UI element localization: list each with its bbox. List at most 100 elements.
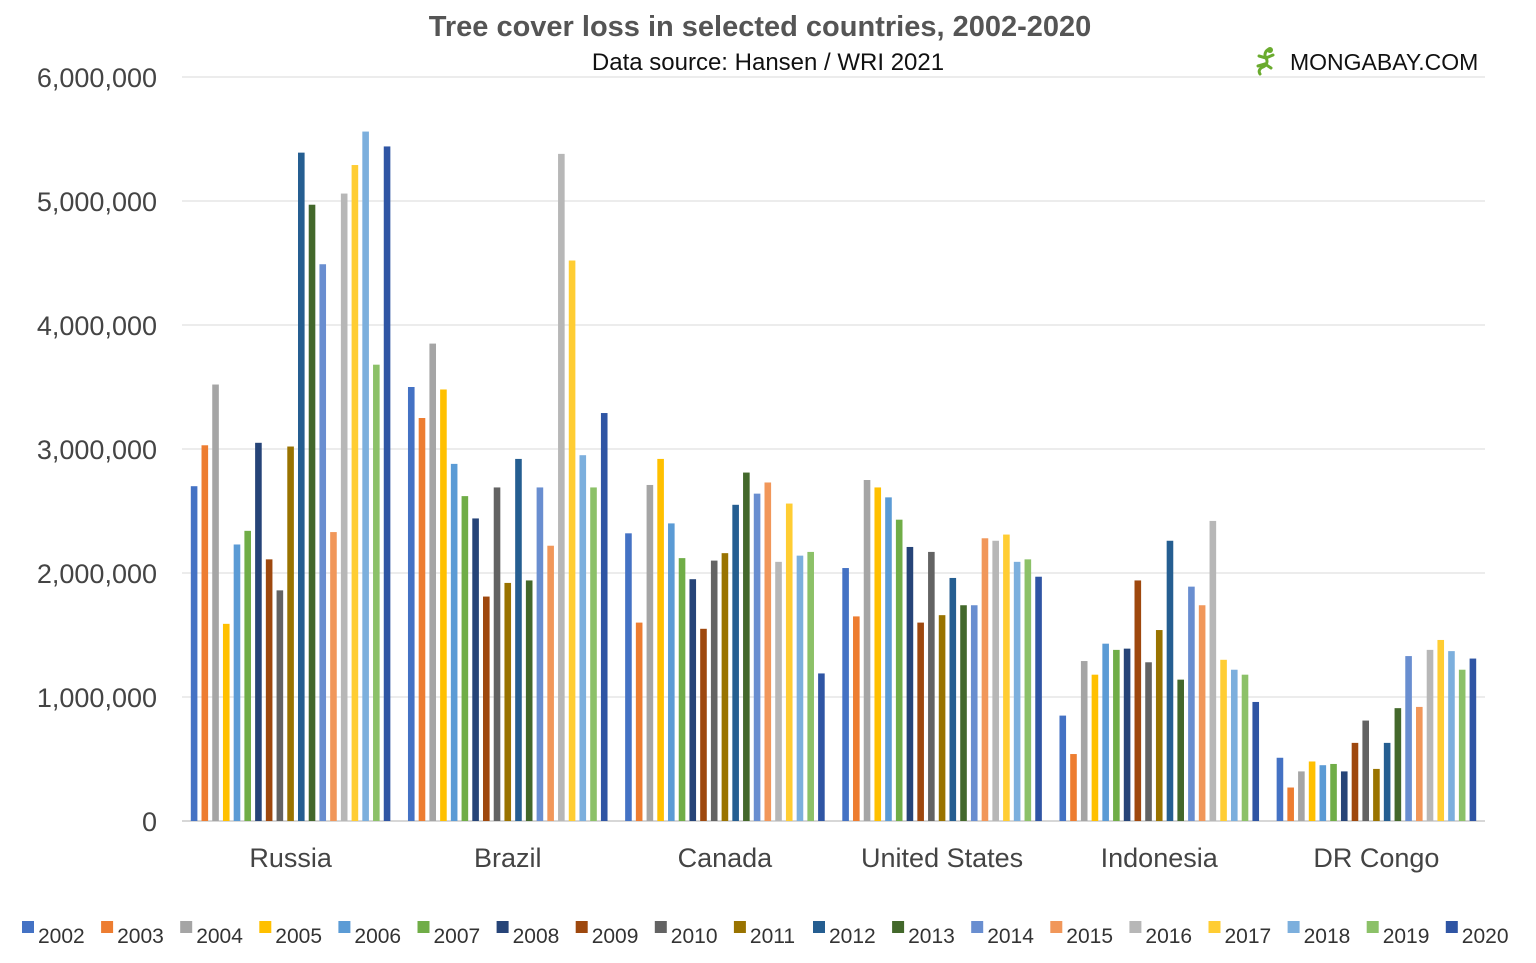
bar-russia-2011 bbox=[287, 446, 294, 821]
gridlines bbox=[182, 76, 1485, 822]
bar-united-states-2019 bbox=[1024, 559, 1032, 821]
bar-dr-congo-2011 bbox=[1373, 768, 1380, 821]
bar-canada-2007 bbox=[678, 558, 686, 821]
legend-swatch bbox=[22, 921, 34, 933]
chart-title: Tree cover loss in selected countries, 2… bbox=[429, 11, 1092, 43]
bar-russia-2008 bbox=[255, 442, 262, 821]
bar-canada-2016 bbox=[775, 561, 782, 821]
bar-canada-2006 bbox=[668, 523, 675, 821]
bar-russia-2014 bbox=[319, 264, 327, 821]
bar-dr-congo-2014 bbox=[1405, 656, 1412, 821]
bar-russia-2004 bbox=[212, 384, 219, 821]
bar-indonesia-2005 bbox=[1091, 674, 1099, 821]
bar-dr-congo-2007 bbox=[1330, 763, 1337, 821]
bar-dr-congo-2015 bbox=[1416, 706, 1423, 821]
legend-swatch bbox=[1050, 921, 1063, 933]
legend-label: 2005 bbox=[275, 925, 322, 948]
bar-dr-congo-2005 bbox=[1308, 761, 1316, 821]
bar-russia-2020 bbox=[383, 146, 391, 821]
bars bbox=[190, 131, 1477, 822]
legend-label: 2010 bbox=[671, 925, 718, 948]
gecko-logo-icon bbox=[1256, 47, 1275, 76]
bar-canada-2014 bbox=[753, 493, 761, 821]
brand-logo: MONGABAY.COM bbox=[1256, 47, 1478, 76]
legend-label: 2008 bbox=[513, 925, 560, 948]
legend-label: 2018 bbox=[1304, 925, 1351, 948]
legend-label: 2004 bbox=[196, 925, 243, 948]
bar-brazil-2006 bbox=[450, 463, 458, 821]
legend-swatch bbox=[338, 921, 351, 933]
bar-united-states-2010 bbox=[928, 551, 935, 821]
bar-indonesia-2019 bbox=[1241, 674, 1249, 821]
bar-united-states-2020 bbox=[1035, 576, 1042, 821]
bar-russia-2017 bbox=[351, 165, 359, 822]
bar-united-states-2016 bbox=[992, 540, 999, 821]
bar-canada-2005 bbox=[657, 458, 664, 821]
bar-united-states-2017 bbox=[1003, 534, 1010, 821]
y-tick-label: 0 bbox=[142, 807, 157, 837]
bar-canada-2013 bbox=[743, 472, 750, 821]
bar-russia-2015 bbox=[330, 532, 337, 821]
bar-indonesia-2007 bbox=[1113, 649, 1120, 821]
bar-russia-2007 bbox=[244, 530, 251, 821]
bar-indonesia-2017 bbox=[1220, 659, 1227, 821]
bar-canada-2020 bbox=[818, 673, 825, 821]
bar-russia-2012 bbox=[298, 152, 305, 821]
bar-dr-congo-2002 bbox=[1276, 757, 1284, 821]
legend-swatch bbox=[1366, 921, 1379, 933]
legend-label: 2017 bbox=[1225, 925, 1272, 948]
bar-indonesia-2014 bbox=[1188, 586, 1195, 821]
bar-russia-2003 bbox=[201, 445, 209, 821]
bar-united-states-2007 bbox=[895, 519, 903, 821]
bar-brazil-2018 bbox=[579, 455, 587, 821]
legend-label: 2002 bbox=[38, 925, 85, 948]
category-label: Brazil bbox=[474, 843, 542, 873]
bar-united-states-2004 bbox=[863, 480, 871, 821]
legend-swatch bbox=[101, 921, 114, 933]
bar-united-states-2005 bbox=[874, 487, 882, 821]
bar-dr-congo-2019 bbox=[1458, 669, 1466, 821]
bar-indonesia-2002 bbox=[1059, 715, 1067, 821]
bar-dr-congo-2017 bbox=[1437, 639, 1445, 821]
bar-dr-congo-2010 bbox=[1362, 720, 1369, 821]
bar-indonesia-2003 bbox=[1070, 754, 1077, 821]
bar-canada-2004 bbox=[646, 484, 654, 821]
bar-brazil-2002 bbox=[407, 387, 415, 821]
bar-united-states-2009 bbox=[917, 622, 924, 821]
legend-swatch bbox=[733, 921, 746, 933]
bar-united-states-2006 bbox=[885, 497, 892, 821]
legend-label: 2013 bbox=[908, 925, 955, 948]
bar-dr-congo-2003 bbox=[1287, 787, 1294, 821]
bar-united-states-2002 bbox=[842, 568, 849, 821]
bar-brazil-2010 bbox=[493, 487, 501, 821]
bar-indonesia-2018 bbox=[1230, 669, 1238, 821]
legend-swatch bbox=[971, 921, 984, 933]
bar-dr-congo-2020 bbox=[1469, 658, 1477, 821]
bar-indonesia-2015 bbox=[1198, 605, 1206, 821]
legend-label: 2009 bbox=[592, 925, 639, 948]
y-tick-label: 3,000,000 bbox=[37, 435, 157, 465]
bar-canada-2018 bbox=[796, 555, 804, 821]
bar-brazil-2012 bbox=[515, 458, 522, 821]
bar-brazil-2005 bbox=[440, 389, 447, 821]
bar-indonesia-2004 bbox=[1080, 661, 1088, 821]
bar-canada-2019 bbox=[807, 551, 814, 821]
bar-united-states-2014 bbox=[970, 605, 978, 821]
legend-swatch bbox=[654, 921, 667, 933]
bar-indonesia-2011 bbox=[1155, 630, 1163, 821]
bar-dr-congo-2008 bbox=[1340, 771, 1348, 821]
brand-text: MONGABAY.COM bbox=[1290, 49, 1478, 75]
legend-label: 2016 bbox=[1145, 925, 1192, 948]
bar-russia-2006 bbox=[233, 544, 241, 821]
bar-canada-2012 bbox=[732, 504, 739, 821]
legend-swatch bbox=[496, 921, 509, 933]
legend-swatch bbox=[1208, 921, 1221, 933]
bar-indonesia-2006 bbox=[1102, 643, 1109, 821]
legend-label: 2011 bbox=[750, 925, 795, 948]
bar-canada-2010 bbox=[710, 560, 718, 821]
bar-canada-2003 bbox=[635, 622, 643, 821]
bar-russia-2019 bbox=[373, 364, 380, 821]
bar-dr-congo-2006 bbox=[1319, 765, 1327, 821]
x-axis-categories: Russia Brazil Canada United States Indonesia… bbox=[249, 843, 1439, 873]
bar-dr-congo-2004 bbox=[1298, 771, 1305, 821]
